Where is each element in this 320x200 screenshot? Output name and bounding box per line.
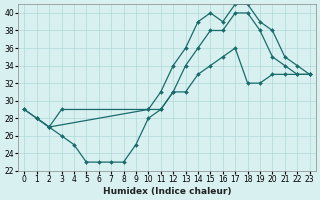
X-axis label: Humidex (Indice chaleur): Humidex (Indice chaleur)	[103, 187, 231, 196]
